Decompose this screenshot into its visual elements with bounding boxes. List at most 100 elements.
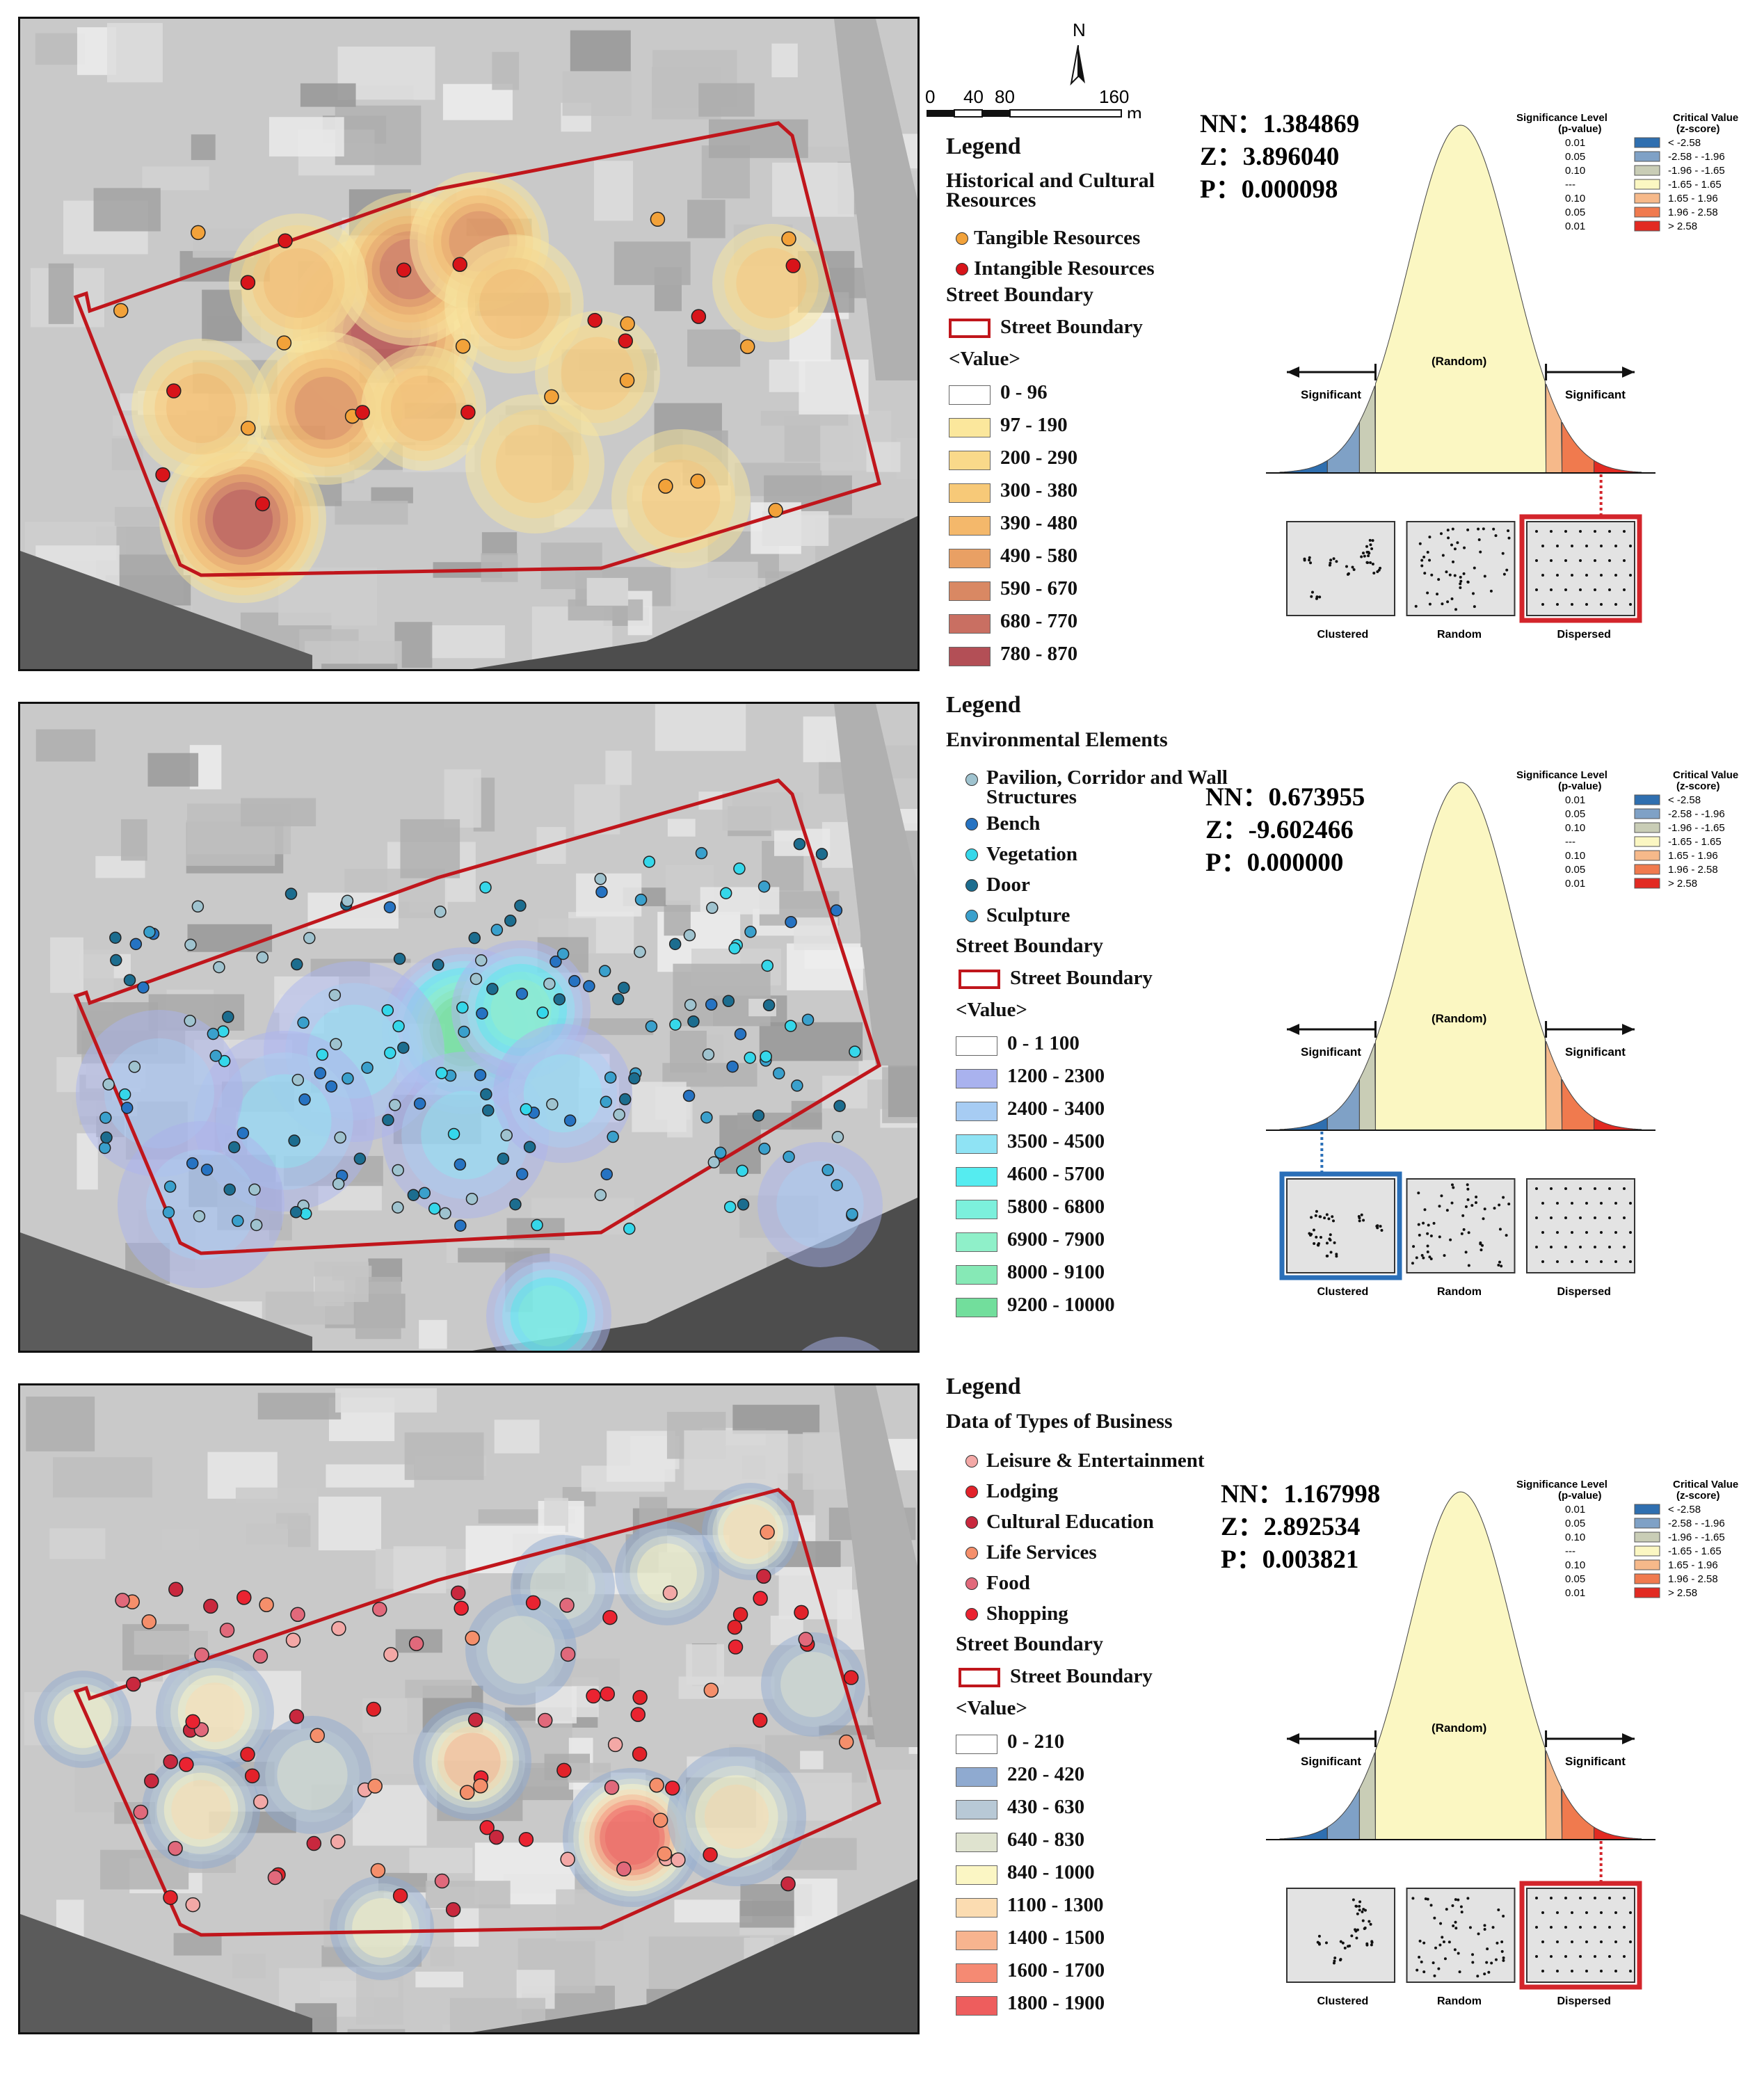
map-point — [520, 1103, 532, 1116]
normal-curve-figure: Significant Significant (Random) Significan… — [1238, 111, 1753, 723]
map-point — [408, 1636, 424, 1651]
stat-z: Z：-9.602466 — [1205, 816, 1354, 844]
boundary-heading: Street Boundary — [956, 1632, 1103, 1655]
map-point — [479, 881, 492, 894]
map-point — [383, 1647, 399, 1662]
map-point — [447, 1127, 460, 1141]
svg-text:-1.96 - -1.65: -1.96 - -1.65 — [1668, 165, 1725, 177]
svg-text:0.05: 0.05 — [1565, 864, 1585, 876]
svg-text:160: 160 — [1099, 86, 1129, 107]
map-point — [325, 1080, 338, 1093]
map-point — [583, 980, 595, 992]
map-point — [544, 389, 559, 405]
svg-text:Dispersed: Dispersed — [1557, 629, 1611, 641]
nn-statistics: NN：1.167998 Z：2.892534 P：0.003821 — [1221, 1478, 1380, 1576]
map-point — [407, 1189, 420, 1201]
map-point — [276, 335, 292, 351]
map-point — [518, 1831, 534, 1847]
map-point — [396, 262, 412, 278]
svg-text:0.05: 0.05 — [1565, 207, 1585, 218]
map-point — [473, 1778, 488, 1794]
stat-nn: NN：0.673955 — [1205, 783, 1365, 812]
map-point — [185, 1714, 200, 1730]
basemap-satellite — [20, 1385, 917, 2032]
map-point — [113, 303, 129, 319]
north-label: N — [1073, 19, 1086, 40]
svg-text:1.96 - 2.58: 1.96 - 2.58 — [1668, 1573, 1718, 1585]
class-swatch — [956, 1102, 997, 1121]
map-point — [102, 1078, 115, 1091]
map-point — [618, 1093, 632, 1106]
map-point — [497, 1152, 510, 1165]
map-point — [163, 1754, 178, 1769]
map-point — [752, 1712, 768, 1728]
map-point — [248, 1183, 261, 1196]
map-point — [342, 1072, 354, 1085]
map-point — [184, 938, 197, 951]
svg-text:1.65 - 1.96: 1.65 - 1.96 — [1668, 850, 1718, 862]
map-point — [643, 855, 656, 868]
legend-point-symbol — [965, 773, 978, 786]
nn-statistics: NN：1.384869 Z：3.896040 P：0.000098 — [1200, 108, 1359, 206]
map-point — [194, 1647, 209, 1663]
svg-text:0.05: 0.05 — [1565, 808, 1585, 820]
map-point — [587, 312, 602, 328]
map-point — [594, 872, 607, 885]
map-point — [490, 924, 504, 936]
map-point — [753, 1591, 768, 1606]
class-swatch — [956, 1996, 997, 2016]
legend-point-symbol — [965, 1577, 978, 1590]
map-point — [781, 231, 796, 247]
map-point — [634, 893, 648, 906]
map-point — [821, 1164, 834, 1177]
panel-historical-cultural: Legend Historical and Cultural Resources T… — [0, 0, 1764, 671]
value-heading: <Value> — [956, 1697, 1027, 1719]
class-swatch — [956, 1833, 997, 1852]
map-point — [849, 1045, 861, 1058]
class-swatch — [956, 1800, 997, 1819]
legend-point-symbol — [965, 849, 978, 861]
map-point — [559, 1598, 575, 1613]
map-point — [632, 1746, 648, 1762]
map-point — [658, 479, 673, 494]
map-point — [830, 904, 843, 917]
map-point — [607, 1130, 619, 1143]
map-point — [613, 1108, 625, 1121]
map-point — [193, 1209, 206, 1223]
map-point — [383, 901, 396, 914]
normal-curve-figure: Significant Significant (Random) Significan… — [1238, 769, 1753, 1381]
map-point — [560, 1851, 575, 1867]
svg-text:-1.96 - -1.65: -1.96 - -1.65 — [1668, 822, 1725, 834]
map-point — [468, 931, 481, 944]
legend-title: Legend — [946, 692, 1021, 718]
class-swatch — [956, 1898, 997, 1918]
svg-text:Critical Value: Critical Value — [1673, 769, 1738, 781]
svg-text:(p-value): (p-value) — [1558, 780, 1602, 792]
map-point — [700, 1111, 713, 1124]
class-swatch — [956, 1735, 997, 1754]
street-boundary-line — [73, 1488, 882, 1937]
class-swatch — [949, 581, 991, 601]
legend-point-label: Lodging — [986, 1480, 1059, 1502]
class-swatch — [956, 1200, 997, 1219]
map-point — [418, 1187, 431, 1200]
stat-z: Z：2.892534 — [1221, 1513, 1361, 1541]
map-point — [618, 981, 630, 994]
map-point — [310, 1728, 326, 1744]
class-swatch — [949, 483, 991, 503]
map-point — [630, 1707, 646, 1722]
svg-text:(z-score): (z-score) — [1676, 780, 1720, 792]
map-point — [155, 467, 170, 483]
map-point — [284, 887, 298, 900]
svg-text:-1.96 - -1.65: -1.96 - -1.65 — [1668, 1532, 1725, 1543]
svg-text:0: 0 — [925, 86, 935, 107]
map-point — [361, 1061, 374, 1074]
map-point — [259, 1597, 274, 1612]
class-label: 1100 - 1300 — [1007, 1894, 1104, 1916]
class-label: 1800 - 1900 — [1007, 1992, 1105, 2014]
svg-text:0.01: 0.01 — [1565, 220, 1585, 232]
map-point — [509, 1198, 522, 1211]
map-point — [553, 993, 566, 1006]
class-label: 5800 - 6800 — [1007, 1196, 1105, 1218]
svg-text:---: --- — [1565, 179, 1575, 191]
